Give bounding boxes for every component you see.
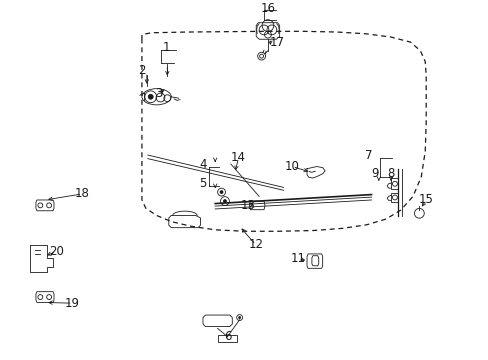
Polygon shape xyxy=(36,200,54,211)
Text: 19: 19 xyxy=(65,297,80,310)
Text: 16: 16 xyxy=(260,2,275,15)
Text: 6: 6 xyxy=(223,330,231,343)
Circle shape xyxy=(220,190,223,194)
Polygon shape xyxy=(249,201,264,210)
Polygon shape xyxy=(306,254,322,268)
Circle shape xyxy=(223,199,226,203)
Text: 12: 12 xyxy=(248,238,263,251)
Text: 18: 18 xyxy=(75,187,90,201)
Circle shape xyxy=(148,94,153,99)
Bar xyxy=(217,335,237,342)
Text: 3: 3 xyxy=(155,87,163,100)
Polygon shape xyxy=(311,256,318,266)
Text: 11: 11 xyxy=(290,252,305,265)
Polygon shape xyxy=(203,315,232,327)
Text: 5: 5 xyxy=(199,177,206,190)
Text: 2: 2 xyxy=(138,64,145,77)
Text: 4: 4 xyxy=(199,158,206,171)
Text: 15: 15 xyxy=(418,193,433,207)
Text: 1: 1 xyxy=(163,41,170,54)
Text: 20: 20 xyxy=(49,245,64,258)
Text: 17: 17 xyxy=(269,36,284,49)
Text: 14: 14 xyxy=(231,151,245,164)
Text: 7: 7 xyxy=(365,149,372,162)
Polygon shape xyxy=(256,23,279,39)
Polygon shape xyxy=(168,215,200,228)
Text: 9: 9 xyxy=(371,167,378,180)
Text: 10: 10 xyxy=(285,160,299,173)
Circle shape xyxy=(238,316,240,319)
Polygon shape xyxy=(390,193,398,202)
Polygon shape xyxy=(36,292,54,302)
Text: 13: 13 xyxy=(240,199,255,212)
Polygon shape xyxy=(390,179,398,189)
Text: 8: 8 xyxy=(386,167,394,180)
